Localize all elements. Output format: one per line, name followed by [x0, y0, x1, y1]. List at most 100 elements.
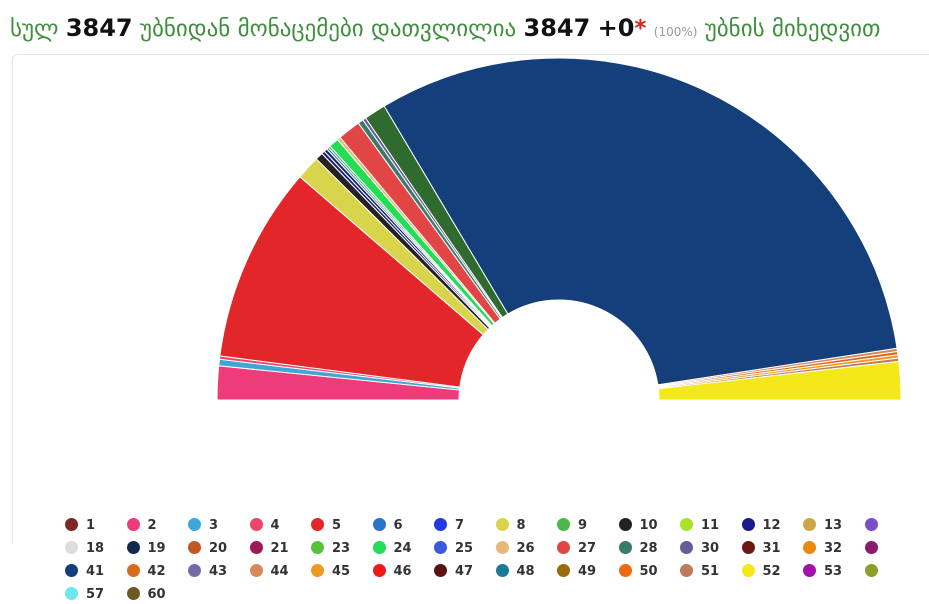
legend-color-dot [680, 564, 693, 577]
legend-item[interactable]: 57 [65, 586, 104, 604]
legend-color-dot [372, 564, 386, 577]
legend-item[interactable]: 2 [126, 517, 157, 535]
legend-item[interactable]: 51 [680, 563, 719, 581]
legend-color-dot [311, 518, 324, 531]
legend-item[interactable]: 53 [803, 563, 842, 581]
legend-label: 28 [639, 541, 658, 556]
legend-label: 11 [701, 518, 720, 533]
legend-color-dot [741, 518, 755, 531]
legend-label: 51 [701, 564, 720, 579]
legend-color-dot [434, 564, 447, 577]
legend-color-dot [249, 564, 263, 577]
legend-item[interactable]: 48 [495, 563, 535, 581]
legend-color-dot [188, 564, 201, 577]
legend-color-dot [65, 587, 78, 600]
legend-label: 5 [332, 518, 342, 533]
legend-item[interactable]: 4 [249, 517, 280, 535]
legend-color-dot [864, 518, 878, 531]
legend-item[interactable]: 11 [680, 517, 719, 535]
legend-color-dot [495, 564, 509, 577]
legend-label: 27 [578, 541, 597, 556]
counted-percent: (100%) [653, 25, 698, 39]
legend-label: 24 [393, 541, 412, 556]
counted-stations-count: 3847 [523, 14, 591, 42]
legend-color-dot [618, 518, 632, 531]
legend-label: 10 [639, 518, 658, 533]
legend-label: 48 [516, 564, 535, 579]
legend-item[interactable]: 50 [618, 563, 658, 581]
legend-color-dot [311, 564, 324, 577]
legend-label: 1 [86, 518, 96, 533]
legend-label: 9 [578, 518, 588, 533]
legend-item[interactable]: 1 [65, 517, 95, 535]
asterisk-mark: * [634, 16, 647, 42]
legend-label: 43 [209, 564, 228, 579]
legend-item[interactable]: 9 [557, 517, 587, 535]
legend-item[interactable]: 49 [557, 563, 596, 581]
header-middle-text: უბნიდან მონაცემები დათვლილია [139, 16, 517, 42]
legend-label: 12 [762, 518, 781, 533]
legend-label: 2 [147, 518, 157, 533]
legend-item[interactable]: 5 [311, 517, 341, 535]
legend-item[interactable]: 60 [126, 586, 166, 604]
legend-item[interactable] [864, 517, 886, 535]
legend-label: 52 [762, 564, 781, 579]
legend-label: 47 [455, 564, 474, 579]
legend-label: 25 [455, 541, 474, 556]
legend-item[interactable]: 12 [741, 517, 781, 535]
chart-panel: 1 2 3 4 5 6 7 8 9 10 11 12 13 18 19 20 21 23 24 25 26 27 28 30 3… [12, 54, 929, 602]
legend-label: 13 [824, 518, 843, 533]
legend-color-dot [65, 564, 78, 577]
header-suffix: უბნის მიხედვით [704, 16, 881, 42]
legend-item[interactable]: 8 [495, 517, 526, 535]
legend-label: 8 [516, 518, 526, 533]
legend-color-dot [618, 564, 632, 577]
legend-label: 3 [209, 518, 219, 533]
legend-item[interactable]: 41 [65, 563, 104, 581]
legend-label: 31 [762, 541, 781, 556]
legend-item[interactable]: 13 [803, 517, 842, 535]
legend-color-dot [557, 518, 570, 531]
legend-label: 4 [270, 518, 280, 533]
legend-color-dot [495, 518, 509, 531]
legend-color-dot [126, 587, 140, 600]
legend-label: 49 [578, 564, 597, 579]
legend-color-dot [372, 518, 386, 531]
legend-item[interactable]: 10 [618, 517, 658, 535]
legend-label: 20 [209, 541, 228, 556]
legend-label: 30 [701, 541, 720, 556]
plus-sign: + [597, 14, 618, 42]
semicircle-donut-chart [216, 57, 902, 401]
legend-item[interactable]: 45 [311, 563, 350, 581]
legend-color-dot [249, 518, 263, 531]
legend-item[interactable]: 44 [249, 563, 289, 581]
legend-item[interactable]: 43 [188, 563, 227, 581]
legend-item[interactable]: 7 [434, 517, 464, 535]
legend-label: 6 [393, 518, 403, 533]
legend-item[interactable]: 6 [372, 517, 403, 535]
legend-label: 32 [824, 541, 843, 556]
legend-item[interactable]: 46 [372, 563, 412, 581]
pie-slice-52[interactable] [657, 360, 902, 401]
legend-item[interactable]: 3 [188, 517, 218, 535]
legend-label: 45 [332, 564, 351, 579]
legend-color-dot [557, 564, 570, 577]
legend-label: 57 [86, 587, 105, 602]
legend-label: 42 [147, 564, 166, 579]
legend-label: 26 [516, 541, 535, 556]
results-header: სულ 3847 უბნიდან მონაცემები დათვლილია 38… [10, 8, 925, 48]
legend-item[interactable] [864, 563, 886, 581]
legend-item[interactable]: 52 [741, 563, 781, 581]
pie-slice-5[interactable] [219, 176, 484, 388]
legend-item[interactable]: 47 [434, 563, 473, 581]
extra-count: 0 [617, 14, 635, 42]
legend-label: 21 [270, 541, 289, 556]
legend-label: 41 [86, 564, 105, 579]
legend-color-dot [803, 518, 816, 531]
header-prefix: სულ [10, 16, 59, 42]
legend-label: 19 [147, 541, 166, 556]
pie-slice-41[interactable] [383, 57, 898, 386]
legend-label: 44 [270, 564, 289, 579]
legend-item[interactable]: 42 [126, 563, 166, 581]
legend-label: 60 [147, 587, 166, 602]
